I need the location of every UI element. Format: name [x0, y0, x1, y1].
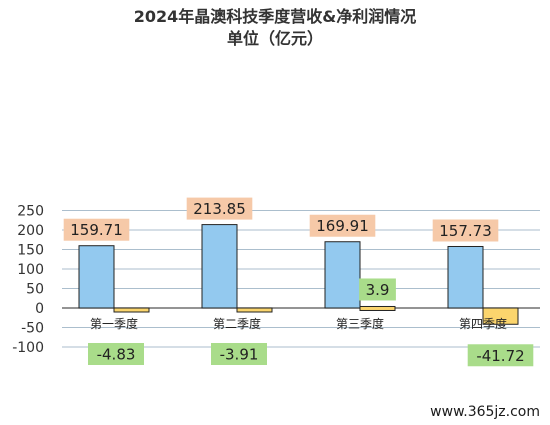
bar-revenue [78, 245, 115, 309]
value-label-bg [186, 197, 253, 220]
bar-net-profit [359, 305, 396, 311]
y-tick-label: 100 [17, 262, 44, 278]
bar-net-profit [113, 307, 150, 313]
value-label-bg [309, 214, 376, 237]
bar-net-profit [482, 307, 519, 325]
value-label-revenue: 159.71 [70, 221, 123, 239]
value-label-bg [211, 343, 267, 365]
category-label: 第一季度 [90, 316, 138, 331]
value-label-net-profit: 3.9 [366, 281, 390, 299]
y-tick-label: -100 [12, 340, 44, 356]
y-tick-label: 0 [35, 301, 44, 317]
y-axis-ticks: -100 -50 0 50 100 150 200 250 [12, 204, 44, 357]
value-label-net-profit: -41.72 [476, 347, 524, 365]
category-label: 第三季度 [336, 316, 384, 331]
y-tick-label: 50 [26, 282, 44, 298]
bar-revenue [201, 224, 238, 309]
category-label: 第二季度 [213, 316, 261, 331]
watermark: www.365jz.com [430, 404, 540, 420]
value-label-revenue: 169.91 [316, 217, 369, 235]
value-label-bg [63, 218, 130, 241]
y-tick-label: 250 [17, 204, 44, 220]
bar-revenue [324, 241, 361, 309]
chart-title: 2024年晶澳科技季度营收&净利润情况 [134, 7, 417, 26]
value-label-bg [359, 278, 396, 301]
chart-subtitle: 单位（亿元） [227, 29, 323, 48]
y-tick-label: -50 [21, 321, 44, 337]
bars [78, 224, 519, 325]
category-label: 第四季度 [459, 316, 507, 331]
value-label-net-profit: -4.83 [97, 346, 136, 364]
value-label-bg [467, 344, 534, 367]
value-label-bg [432, 219, 499, 242]
value-label-net-profit: -3.91 [220, 346, 259, 364]
bar-net-profit [236, 307, 273, 313]
y-tick-label: 200 [17, 223, 44, 239]
y-tick-label: 150 [17, 243, 44, 259]
bar-revenue [447, 245, 484, 309]
category-labels: 第一季度 第二季度 第三季度 第四季度 [90, 316, 507, 331]
value-labels: 159.71 -4.83 213.85 -3.91 169.91 3.9 157.73 -41… [63, 197, 534, 367]
value-label-revenue: 157.73 [439, 222, 492, 240]
value-label-bg [88, 343, 144, 365]
value-label-revenue: 213.85 [193, 200, 246, 218]
